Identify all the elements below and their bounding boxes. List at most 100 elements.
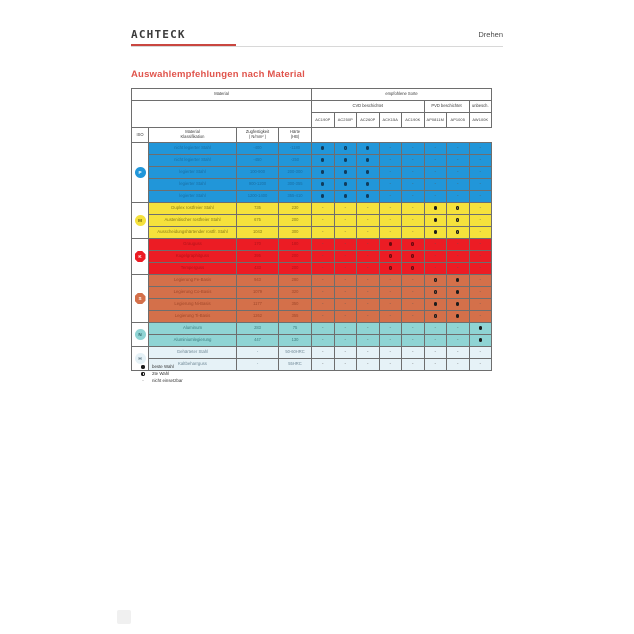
marker-best-choice — [366, 158, 370, 162]
grade-cell-ack15a: - — [378, 190, 402, 203]
table-row: Aluminiumlegierung 447 130 - - - - - - - — [131, 334, 493, 347]
marker-not-applicable: - — [344, 349, 347, 355]
header-divider — [131, 46, 503, 47]
grade-cell-ac190k: - — [401, 178, 425, 191]
grade-cell-ac190p: - — [311, 250, 335, 263]
header-grade-spacer — [379, 127, 402, 143]
header-uncoated-group: unbesch. — [468, 100, 493, 113]
material-classification-cell: Grauguss — [148, 238, 237, 251]
marker-best-choice — [478, 338, 482, 342]
hardness-cell: -250 — [278, 154, 312, 167]
grade-cell-ap1005 — [446, 274, 470, 287]
tensile-strength-cell: 283 — [236, 322, 279, 335]
tensile-strength-cell: 433 — [236, 262, 279, 275]
material-classification-cell: legierter Stahl — [148, 166, 237, 179]
hardness-cell: 320 — [278, 286, 312, 299]
marker-not-applicable: - — [344, 205, 347, 211]
tensile-strength-cell: -400 — [236, 142, 279, 155]
grade-cell-ack15a — [378, 250, 402, 263]
legend-symbol — [136, 364, 150, 369]
grade-cell-ap0811m: - — [423, 142, 447, 155]
marker-best-choice — [478, 326, 482, 330]
header-grade-ap0811m: AP0811M — [423, 112, 447, 128]
marker-best-choice — [456, 278, 460, 282]
marker-not-applicable: - — [322, 313, 324, 319]
material-classification-cell: Austenitischer rostfreier Stahl — [148, 214, 237, 227]
marker-not-applicable: - — [457, 325, 459, 331]
iso-group-cell-M: M — [131, 202, 149, 239]
grade-cell-ac260p: - — [356, 286, 380, 299]
table-row: S Legierung Fe-Basis 943 280 - - - - - - — [131, 274, 493, 323]
marker-not-applicable: - — [367, 349, 369, 355]
hardness-cell: 350 — [278, 298, 312, 311]
marker-not-applicable: - — [479, 301, 482, 307]
grade-cell-ack15a: - — [378, 358, 402, 371]
iso-group-cell-N: N — [131, 322, 149, 347]
marker-not-applicable: - — [389, 145, 392, 151]
marker-not-applicable: - — [367, 253, 369, 259]
header-grade-ac190p: AC190P — [311, 112, 335, 128]
marker-not-applicable: - — [322, 205, 324, 211]
marker-not-applicable: - — [367, 205, 369, 211]
grade-cell-ac250p: - — [333, 322, 357, 335]
grade-cell-aw100k: - — [468, 178, 493, 191]
marker-not-applicable: - — [389, 361, 392, 367]
iso-badge-S: S — [134, 293, 146, 304]
marker-not-applicable: - — [344, 289, 347, 295]
grade-cell-ac190k: - — [401, 298, 425, 311]
marker-best-choice — [321, 146, 325, 150]
marker-not-applicable: - — [479, 277, 482, 283]
marker-not-applicable: - — [389, 217, 392, 223]
grade-cell-ac250p — [333, 154, 357, 167]
header-grade-spacer — [424, 127, 447, 143]
grade-cell-ack15a: - — [378, 202, 402, 215]
marker-best-choice — [456, 302, 460, 306]
material-classification-cell: legierter Stahl — [148, 178, 237, 191]
grade-cell-ac190p — [311, 142, 335, 155]
marker-not-applicable: - — [322, 217, 324, 223]
marker-not-applicable: - — [434, 193, 437, 199]
grade-cell-aw100k: - — [468, 250, 493, 263]
table-row: nicht legierter Stahl -450 -250 - - - - - — [131, 154, 493, 167]
grade-cell-ac190k: - — [401, 334, 425, 347]
table-row: legierter Stahl 1200-1400 355-410 - - - - - — [131, 190, 493, 203]
grade-cell-ac250p — [333, 142, 357, 155]
grade-cell-ac190k: - — [401, 142, 425, 155]
marker-best-choice — [433, 302, 437, 306]
header-col-classification: Material Klassifikation — [148, 127, 237, 143]
marker-not-applicable: - — [344, 277, 347, 283]
grade-cell-ac190p: - — [311, 310, 335, 323]
hardness-cell: 180 — [278, 238, 312, 251]
hardness-cell: -1180 — [278, 142, 312, 155]
grade-cell-ap0811m: - — [423, 334, 447, 347]
hardness-cell: 355 — [278, 310, 312, 323]
marker-not-applicable: - — [367, 277, 369, 283]
tensile-strength-cell: 1079 — [236, 286, 279, 299]
grade-cell-ap1005: - — [446, 190, 470, 203]
table-row: Ausscheidungshärtender rostfr. Stahl 1043… — [131, 226, 493, 239]
marker-not-applicable: - — [434, 145, 437, 151]
marker-not-applicable: - — [479, 169, 482, 175]
grade-cell-ac260p: - — [356, 238, 380, 251]
marker-best-choice — [343, 158, 347, 162]
grade-cell-ap1005 — [446, 202, 470, 215]
marker-not-applicable: - — [479, 361, 482, 367]
grade-cell-ap0811m — [423, 286, 447, 299]
legend-label: beste Wahl — [152, 364, 174, 369]
grade-cell-ap1005 — [446, 310, 470, 323]
grade-cell-ac250p: - — [333, 238, 357, 251]
marker-not-applicable: - — [479, 145, 482, 151]
grade-cell-aw100k — [468, 322, 493, 335]
grade-cell-ap1005 — [446, 226, 470, 239]
legend-label: 2te Wahl — [152, 371, 170, 376]
marker-not-applicable: - — [434, 241, 437, 247]
grade-cell-ac190p: - — [311, 202, 335, 215]
marker-best-choice — [366, 146, 370, 150]
iso-badge-H: H — [134, 353, 146, 364]
marker-second-choice — [388, 266, 392, 270]
marker-not-applicable: - — [434, 253, 437, 259]
header-grade-ac260p: AC260P — [356, 112, 380, 128]
iso-group-cell-H: H — [131, 346, 149, 371]
material-classification-cell: Legierung Ti-Basis — [148, 310, 237, 323]
legend-symbol: - — [136, 378, 150, 383]
